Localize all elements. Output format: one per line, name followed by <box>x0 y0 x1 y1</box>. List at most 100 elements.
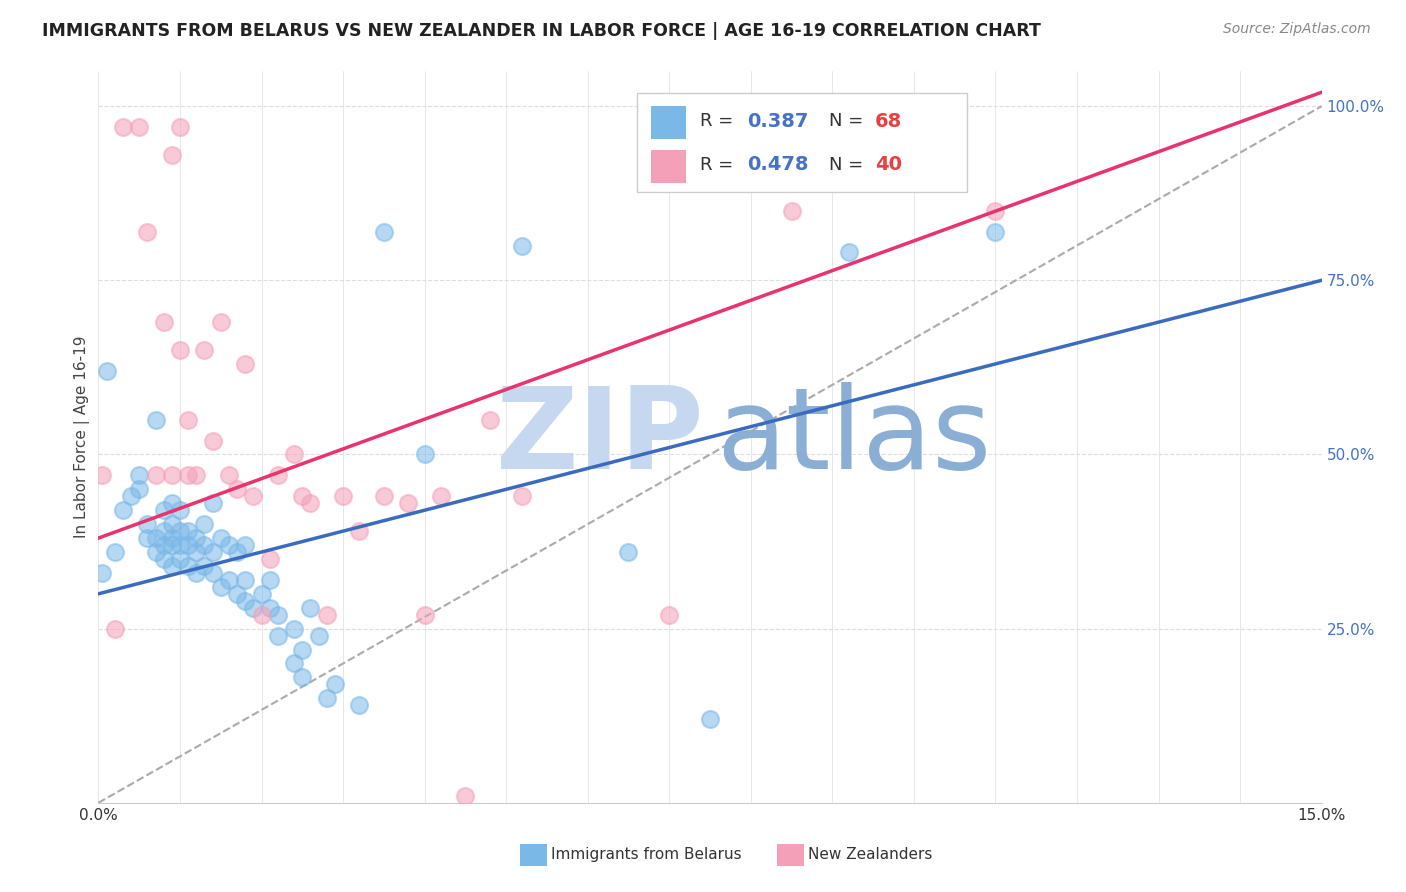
Point <box>984 203 1007 218</box>
Point <box>111 120 134 134</box>
Point <box>242 600 264 615</box>
Point <box>226 483 249 497</box>
Point <box>267 607 290 622</box>
Point <box>218 573 240 587</box>
Text: R =: R = <box>700 112 740 130</box>
Point <box>169 343 191 357</box>
FancyBboxPatch shape <box>651 151 686 183</box>
Point <box>152 552 174 566</box>
Point <box>323 677 346 691</box>
Point <box>91 468 114 483</box>
Point <box>128 120 150 134</box>
Point <box>152 315 174 329</box>
Point <box>193 343 215 357</box>
Point <box>291 489 314 503</box>
FancyBboxPatch shape <box>651 106 686 139</box>
Point <box>218 538 240 552</box>
Y-axis label: In Labor Force | Age 16-19: In Labor Force | Age 16-19 <box>75 335 90 539</box>
Point <box>299 600 322 615</box>
Point <box>396 496 419 510</box>
Point <box>617 545 640 559</box>
Point <box>226 587 249 601</box>
FancyBboxPatch shape <box>637 94 967 192</box>
Point <box>145 531 167 545</box>
Text: 68: 68 <box>875 112 903 130</box>
Point <box>233 357 256 371</box>
Point <box>91 566 114 580</box>
Point <box>111 503 134 517</box>
Point <box>104 545 127 559</box>
Point <box>283 657 305 671</box>
Point <box>201 566 224 580</box>
Point <box>160 148 183 162</box>
Point <box>145 412 167 426</box>
Point <box>169 538 191 552</box>
Point <box>478 412 501 426</box>
Point <box>145 468 167 483</box>
Point <box>193 538 215 552</box>
Point <box>250 607 273 622</box>
Point <box>209 580 232 594</box>
Point <box>283 622 305 636</box>
Point <box>512 489 534 503</box>
Point <box>160 531 183 545</box>
FancyBboxPatch shape <box>778 845 804 866</box>
Text: atlas: atlas <box>716 382 991 492</box>
Point <box>177 558 200 573</box>
Point <box>250 587 273 601</box>
Point <box>291 670 314 684</box>
Point <box>160 517 183 532</box>
Point <box>308 629 330 643</box>
Point <box>658 607 681 622</box>
Point <box>136 225 159 239</box>
Point <box>160 558 183 573</box>
Point <box>218 468 240 483</box>
Point <box>430 489 453 503</box>
Point <box>160 496 183 510</box>
Point <box>984 225 1007 239</box>
Point <box>169 120 191 134</box>
Point <box>413 448 436 462</box>
Point <box>136 531 159 545</box>
Point <box>160 468 183 483</box>
Point <box>177 412 200 426</box>
Point <box>201 545 224 559</box>
Text: 0.387: 0.387 <box>747 112 808 130</box>
Text: New Zealanders: New Zealanders <box>808 847 932 863</box>
Point <box>413 607 436 622</box>
Point <box>169 503 191 517</box>
Point <box>104 622 127 636</box>
Point <box>267 468 290 483</box>
Point <box>259 600 281 615</box>
Point <box>177 524 200 538</box>
Point <box>177 538 200 552</box>
FancyBboxPatch shape <box>520 845 547 866</box>
Text: R =: R = <box>700 156 740 174</box>
Point <box>209 531 232 545</box>
Point <box>373 489 395 503</box>
Point <box>145 545 167 559</box>
Point <box>128 468 150 483</box>
Point <box>193 517 215 532</box>
Point <box>512 238 534 252</box>
Point <box>699 712 721 726</box>
Point <box>160 538 183 552</box>
Text: ZIP: ZIP <box>495 382 704 492</box>
Point <box>193 558 215 573</box>
Point <box>186 566 208 580</box>
Point <box>838 245 860 260</box>
Point <box>259 552 281 566</box>
Point <box>96 364 118 378</box>
Point <box>177 468 200 483</box>
Point <box>332 489 354 503</box>
Point <box>152 503 174 517</box>
Point <box>169 524 191 538</box>
Point <box>186 468 208 483</box>
Point <box>169 552 191 566</box>
Point <box>283 448 305 462</box>
Point <box>226 545 249 559</box>
Point <box>315 691 337 706</box>
Point <box>349 698 371 713</box>
Text: 40: 40 <box>875 155 903 175</box>
Point <box>291 642 314 657</box>
